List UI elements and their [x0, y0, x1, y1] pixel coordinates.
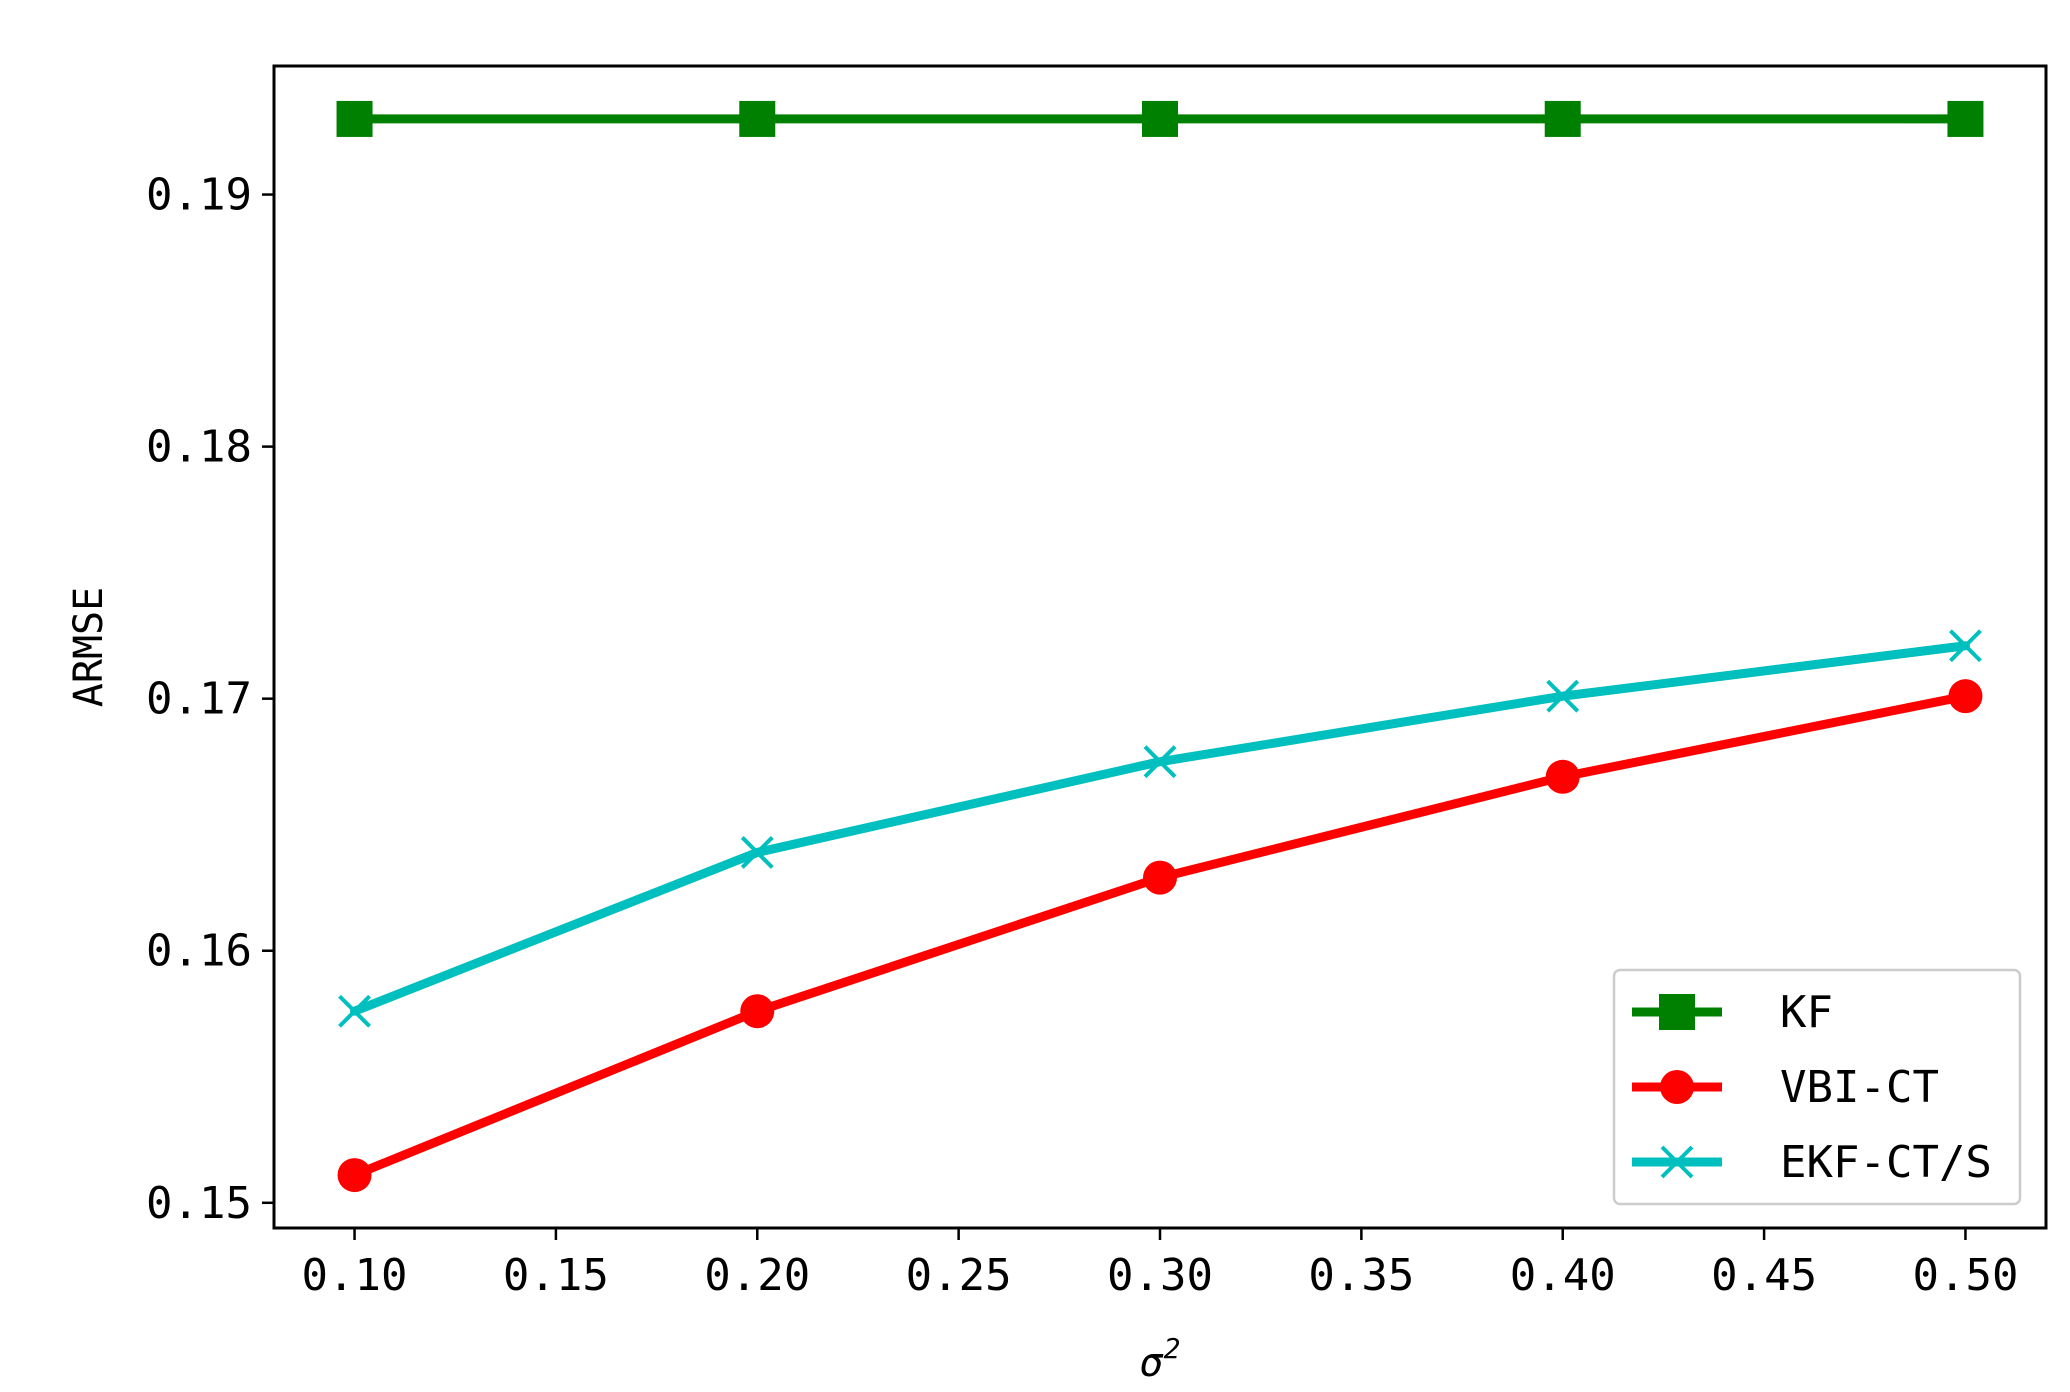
legend-entry-kf: KF	[1632, 987, 1833, 1038]
x-tick-label: 0.45	[1711, 1250, 1817, 1301]
y-tick-label: 0.17	[146, 674, 252, 725]
data-point-vbi-ct	[1545, 759, 1580, 794]
data-point-kf	[336, 100, 373, 137]
y-tick-label: 0.15	[146, 1178, 252, 1229]
series-layer	[336, 100, 1984, 1193]
legend-label-ekf-ct-s: EKF-CT/S	[1780, 1137, 1992, 1188]
data-point-kf	[739, 100, 776, 137]
x-tick-label: 0.35	[1308, 1250, 1414, 1301]
data-point-kf	[1947, 100, 1984, 137]
y-axis-label: ARMSE	[66, 587, 112, 707]
legend-entry-vbi-ct: VBI-CT	[1632, 1062, 1939, 1113]
data-point-ekf-ct-s	[740, 836, 774, 869]
y-tick-label: 0.18	[146, 422, 252, 473]
x-tick-label: 0.15	[503, 1250, 609, 1301]
data-point-vbi-ct	[1143, 860, 1177, 895]
legend: KF VBI-CT EKF-CT/S	[1612, 968, 2022, 1206]
series-ekf-ct-s	[338, 629, 1982, 1028]
legend-entry-ekf-ct-s: EKF-CT/S	[1632, 1137, 1992, 1188]
data-point-vbi-ct	[1948, 679, 1983, 714]
legend-label-vbi-ct: VBI-CT	[1780, 1062, 1939, 1113]
legend-marker-vbi-ct	[1660, 1070, 1694, 1104]
data-point-vbi-ct	[740, 994, 775, 1029]
x-axis-ticks: 0.10 0.15 0.20 0.25 0.30 0.35 0.40 0.45 0.50	[302, 1228, 2018, 1301]
series-vbi-ct	[337, 679, 1983, 1193]
data-point-vbi-ct	[337, 1158, 372, 1193]
x-axis-label-base: σ	[1140, 1340, 1164, 1386]
y-tick-label: 0.19	[146, 170, 252, 221]
data-point-kf	[1544, 100, 1581, 137]
x-tick-label: 0.20	[704, 1250, 810, 1301]
legend-label-kf: KF	[1780, 987, 1833, 1038]
series-kf	[336, 100, 1984, 137]
data-point-kf	[1142, 100, 1178, 137]
x-axis-label: σ2	[1140, 1332, 1181, 1386]
x-axis-label-superscript: 2	[1164, 1332, 1181, 1365]
legend-marker-ekf-ct-s	[1660, 1145, 1694, 1179]
y-tick-label: 0.16	[146, 926, 252, 977]
x-tick-label: 0.40	[1510, 1250, 1616, 1301]
x-tick-label: 0.25	[906, 1250, 1012, 1301]
legend-marker-kf	[1659, 994, 1695, 1030]
data-point-ekf-ct-s	[1143, 745, 1177, 779]
data-point-ekf-ct-s	[1546, 679, 1580, 713]
x-tick-label: 0.50	[1912, 1250, 2018, 1301]
x-tick-label: 0.30	[1107, 1250, 1213, 1301]
x-tick-label: 0.10	[302, 1250, 408, 1301]
y-axis-ticks: 0.15 0.16 0.17 0.18 0.19	[146, 170, 274, 1229]
data-point-ekf-ct-s	[1949, 629, 1982, 663]
data-point-ekf-ct-s	[338, 994, 371, 1028]
legend-box	[1612, 968, 2022, 1206]
